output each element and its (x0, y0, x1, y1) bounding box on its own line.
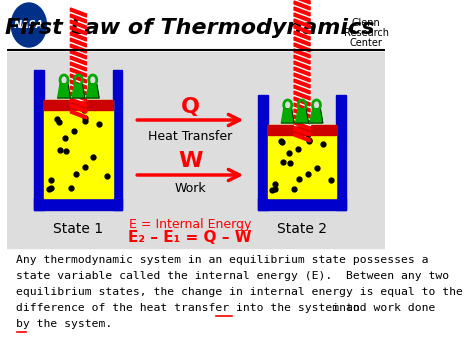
Polygon shape (294, 91, 310, 100)
Polygon shape (71, 38, 86, 47)
Polygon shape (294, 121, 310, 130)
Bar (113, 70, 122, 210)
Text: Any thermodynamic system in an equilibrium state possesses a: Any thermodynamic system in an equilibri… (16, 255, 428, 265)
Polygon shape (294, 109, 310, 118)
Polygon shape (310, 109, 323, 123)
Polygon shape (294, 79, 310, 88)
Bar (35, 70, 44, 210)
Polygon shape (294, 133, 310, 142)
Text: difference of the heat transfer into the system and work done: difference of the heat transfer into the… (16, 303, 436, 313)
Text: State 1: State 1 (54, 222, 103, 236)
Polygon shape (294, 61, 310, 70)
Polygon shape (71, 68, 86, 77)
Text: First Law of Thermodynamics: First Law of Thermodynamics (6, 18, 375, 38)
Polygon shape (294, 7, 310, 16)
Bar (258, 198, 346, 210)
Bar (7, 52, 385, 248)
Bar (44, 100, 113, 110)
Bar (268, 125, 337, 198)
Polygon shape (71, 50, 86, 59)
Polygon shape (296, 109, 309, 123)
Polygon shape (58, 84, 71, 98)
Polygon shape (294, 1, 310, 10)
Polygon shape (71, 62, 86, 71)
Text: Research: Research (344, 28, 389, 38)
Bar (71, 54, 86, 100)
Text: by the system.: by the system. (16, 319, 112, 329)
Polygon shape (71, 86, 86, 95)
Polygon shape (71, 8, 86, 17)
Polygon shape (71, 98, 86, 107)
Polygon shape (294, 67, 310, 76)
Polygon shape (71, 26, 86, 35)
Text: equilibrium states, the change in internal energy is equal to the: equilibrium states, the change in intern… (16, 287, 463, 297)
Polygon shape (71, 74, 86, 83)
Polygon shape (294, 85, 310, 94)
Text: NASA: NASA (14, 20, 44, 30)
Bar (7, 0, 385, 50)
Polygon shape (281, 109, 294, 123)
Polygon shape (71, 104, 86, 113)
Polygon shape (294, 97, 310, 106)
Polygon shape (294, 43, 310, 52)
Polygon shape (294, 55, 310, 64)
Polygon shape (294, 19, 310, 28)
Polygon shape (72, 84, 85, 98)
Text: state variable called the internal energy (E).  Between any two: state variable called the internal energ… (16, 271, 449, 281)
Polygon shape (294, 73, 310, 82)
Text: Center: Center (349, 38, 383, 48)
Text: Heat Transfer: Heat Transfer (148, 130, 232, 143)
Polygon shape (294, 37, 310, 46)
Polygon shape (71, 20, 86, 29)
Polygon shape (294, 103, 310, 112)
Polygon shape (71, 32, 86, 41)
Bar (258, 95, 268, 210)
Polygon shape (294, 127, 310, 136)
Polygon shape (71, 14, 86, 23)
Polygon shape (294, 49, 310, 58)
Bar (337, 95, 346, 210)
Bar (71, 54, 86, 100)
Polygon shape (294, 115, 310, 124)
Text: E = Internal Energy: E = Internal Energy (129, 218, 251, 231)
Polygon shape (71, 56, 86, 65)
Polygon shape (71, 80, 86, 89)
Polygon shape (71, 92, 86, 101)
Polygon shape (294, 31, 310, 40)
Bar (294, 54, 310, 125)
Polygon shape (86, 84, 99, 98)
Polygon shape (71, 44, 86, 53)
Bar (35, 198, 122, 210)
Bar (294, 54, 310, 125)
Text: Q: Q (181, 97, 200, 117)
Text: Glenn: Glenn (352, 18, 380, 28)
Polygon shape (294, 13, 310, 22)
Polygon shape (71, 110, 86, 119)
Text: Work: Work (174, 182, 206, 195)
Polygon shape (294, 0, 310, 4)
Bar (268, 125, 337, 135)
Polygon shape (294, 25, 310, 34)
Circle shape (11, 3, 46, 47)
Text: State 2: State 2 (277, 222, 327, 236)
Text: E₂ – E₁ = Q – W: E₂ – E₁ = Q – W (128, 230, 252, 245)
Text: into: into (16, 303, 360, 313)
Bar (44, 100, 113, 198)
Text: W: W (178, 151, 202, 171)
